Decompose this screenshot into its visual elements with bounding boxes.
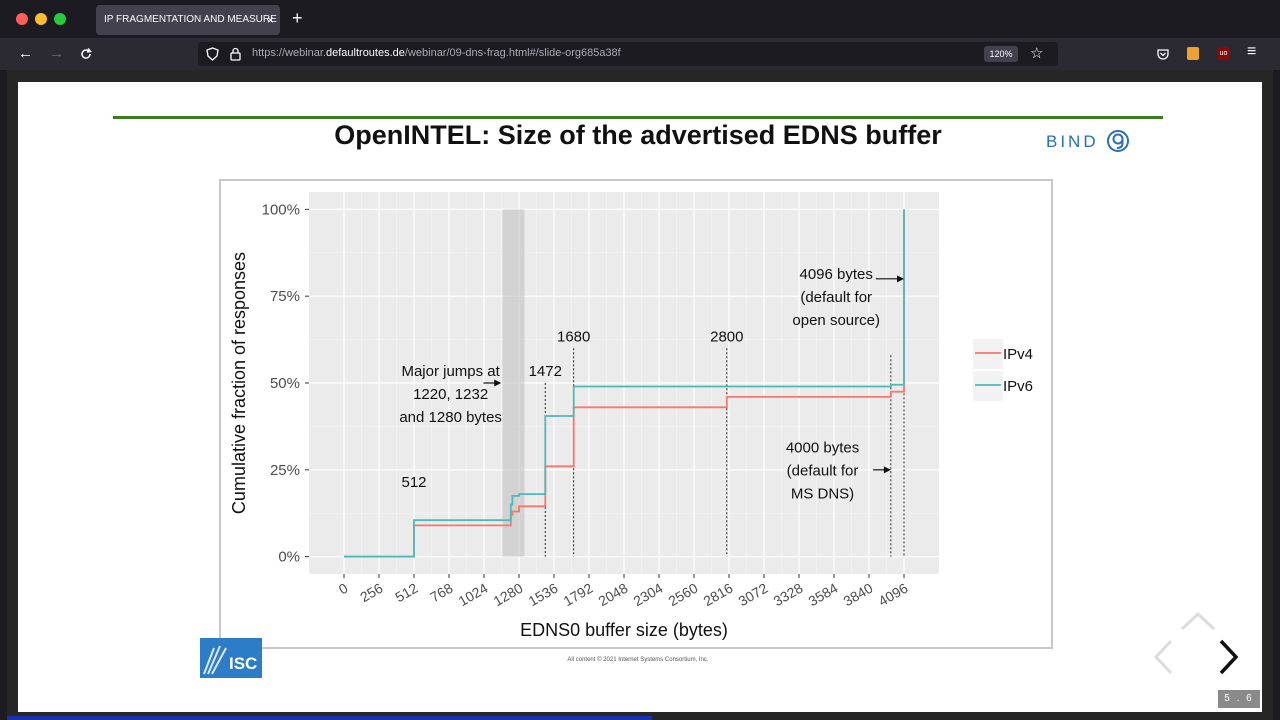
x-tick-label: 3072 bbox=[736, 580, 771, 610]
x-tick-label: 2048 bbox=[596, 580, 631, 610]
annotation-text: 1220, 1232 bbox=[413, 386, 488, 403]
x-tick-label: 2560 bbox=[666, 580, 701, 610]
annotation-arrowhead bbox=[897, 275, 904, 283]
isc-logo-text: ISC bbox=[229, 654, 257, 673]
copyright-text: All content © 2021 Internet Systems Cons… bbox=[567, 657, 709, 663]
zoom-level-badge[interactable]: 120% bbox=[984, 46, 1018, 62]
annotation-text: MS DNS) bbox=[791, 485, 854, 502]
highlight-band bbox=[502, 209, 525, 557]
x-tick-label: 1792 bbox=[561, 580, 596, 610]
close-window-button[interactable] bbox=[16, 13, 28, 25]
menu-icon[interactable]: ≡ bbox=[1247, 43, 1257, 60]
next-slide-chevron-icon[interactable] bbox=[1217, 638, 1241, 676]
legend-key-box bbox=[973, 339, 1003, 369]
legend-label: IPv4 bbox=[1003, 346, 1033, 363]
annotation-text: 4096 bytes bbox=[799, 266, 872, 283]
page-viewport: OpenINTEL: Size of the advertised EDNS b… bbox=[7, 70, 1273, 720]
prev-slide-chevron-icon[interactable] bbox=[1151, 638, 1175, 676]
pocket-icon[interactable] bbox=[1156, 47, 1170, 61]
x-tick-label: 768 bbox=[427, 580, 455, 606]
minimize-window-button[interactable] bbox=[35, 13, 47, 25]
annotation-label: 1680 bbox=[557, 328, 590, 345]
x-tick-label: 1280 bbox=[491, 580, 526, 610]
lock-icon[interactable] bbox=[230, 47, 241, 61]
legend-label: IPv6 bbox=[1003, 378, 1033, 395]
slide-number: 5 . 6 bbox=[1218, 690, 1260, 708]
reload-icon[interactable] bbox=[79, 47, 93, 61]
annotation-text: 4000 bytes bbox=[786, 439, 859, 456]
chart-frame: 0% 25% 50% 75% 100% 0 256 512 768 1024 1280 1536 179… bbox=[219, 179, 1053, 649]
x-tick-label: 1536 bbox=[526, 580, 561, 610]
legend-key-box bbox=[973, 371, 1003, 401]
url-text: https://webinar.defaultroutes.de/webinar… bbox=[252, 47, 621, 59]
presentation-progress-bar bbox=[7, 716, 652, 720]
y-tick-label: 0% bbox=[278, 549, 300, 566]
x-tick-label: 256 bbox=[357, 580, 385, 606]
tab-close-icon[interactable]: × bbox=[266, 13, 274, 27]
x-tick-label: 3840 bbox=[841, 580, 876, 610]
back-arrow-icon[interactable]: ← bbox=[18, 45, 33, 62]
annotation-text: Major jumps at bbox=[401, 363, 500, 380]
bind-logo: BIND bbox=[1046, 130, 1129, 152]
y-tick-label: 50% bbox=[270, 375, 300, 392]
annotation-label: 2800 bbox=[710, 328, 743, 345]
y-axis-title: Cumulative fraction of responses bbox=[229, 252, 249, 514]
title-rule bbox=[113, 116, 1163, 119]
up-slide-chevron-icon[interactable] bbox=[1179, 610, 1217, 632]
ublock-icon[interactable]: uo bbox=[1217, 47, 1230, 60]
extension-icon[interactable] bbox=[1187, 47, 1199, 60]
bookmark-star-icon[interactable]: ☆ bbox=[1030, 45, 1044, 62]
forward-arrow-icon[interactable]: → bbox=[49, 45, 64, 62]
slide-title: OpenINTEL: Size of the advertised EDNS b… bbox=[334, 120, 942, 150]
x-tick-label: 2304 bbox=[631, 580, 666, 610]
annotation-text: (default for bbox=[787, 462, 859, 479]
annotation-text: and 1280 bytes bbox=[399, 409, 502, 426]
annotation-arrowhead bbox=[883, 466, 891, 474]
url-bar[interactable]: https://webinar.defaultroutes.de/webinar… bbox=[198, 42, 1058, 66]
annotation-label: 512 bbox=[401, 474, 426, 491]
x-tick-label: 3328 bbox=[771, 580, 806, 610]
slide: OpenINTEL: Size of the advertised EDNS b… bbox=[18, 82, 1262, 712]
x-tick-label: 0 bbox=[336, 580, 351, 598]
browser-titlebar: IP FRAGMENTATION AND MEASURE × + bbox=[0, 0, 1280, 38]
y-tick-label: 25% bbox=[270, 462, 300, 479]
new-tab-button[interactable]: + bbox=[292, 8, 303, 28]
series-line-ipv6 bbox=[344, 209, 905, 558]
y-tick-label: 75% bbox=[270, 288, 300, 305]
series-line-ipv4 bbox=[344, 209, 905, 558]
x-axis-title: EDNS0 buffer size (bytes) bbox=[520, 620, 728, 640]
x-tick-label: 2816 bbox=[701, 580, 736, 610]
annotation-text: (default for bbox=[800, 289, 872, 306]
x-tick-label: 1024 bbox=[456, 580, 491, 610]
zoom-window-button[interactable] bbox=[54, 13, 66, 25]
annotation-arrowhead bbox=[494, 379, 502, 387]
y-tick-label: 100% bbox=[262, 201, 300, 218]
browser-navbar: ← → https://webinar.defaultroutes.de/web… bbox=[0, 38, 1280, 70]
isc-logo: ISC bbox=[200, 638, 262, 678]
x-tick-label: 4096 bbox=[876, 580, 911, 610]
edns-chart: 0% 25% 50% 75% 100% 0 256 512 768 1024 1280 1536 179… bbox=[229, 192, 1033, 640]
tab-title: IP FRAGMENTATION AND MEASURE bbox=[104, 14, 277, 25]
shield-icon[interactable] bbox=[206, 47, 219, 61]
annotation-label: 1472 bbox=[529, 363, 562, 380]
browser-tab[interactable]: IP FRAGMENTATION AND MEASURE × bbox=[96, 5, 280, 35]
bind-logo-text: BIND bbox=[1046, 132, 1099, 151]
annotation-text: open source) bbox=[792, 312, 880, 329]
x-tick-label: 3584 bbox=[806, 580, 841, 610]
x-tick-label: 512 bbox=[392, 580, 420, 606]
